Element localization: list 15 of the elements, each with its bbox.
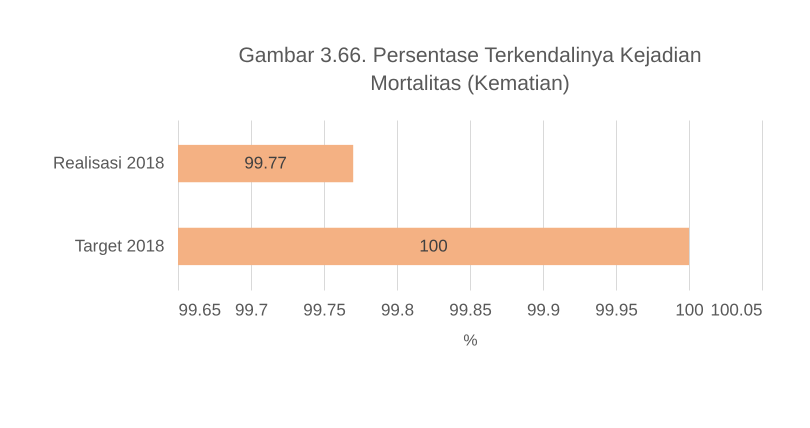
y-tick-label: Realisasi 2018 — [52, 154, 164, 173]
x-tick-label: 99.7 — [234, 300, 268, 320]
x-tick-label: 99.75 — [303, 300, 346, 320]
x-tick-label: 99.65 — [178, 300, 222, 320]
data-label: 99.77 — [244, 154, 287, 173]
x-tick-label: 99.85 — [449, 300, 492, 320]
x-tick-label: 99.95 — [595, 300, 638, 320]
x-tick-label: 100 — [675, 300, 704, 320]
chart-title: Gambar 3.66. Persentase Terkendalinya Kejadian Mortalitas (Kematian) — [238, 44, 702, 95]
x-tick-label: 99.8 — [380, 300, 414, 320]
x-axis-title: % — [463, 332, 478, 350]
x-tick-label: 99.9 — [526, 300, 560, 320]
y-tick-label: Target 2018 — [74, 236, 164, 256]
x-tick-label: 100.05 — [710, 300, 762, 320]
data-label: 100 — [419, 236, 448, 256]
